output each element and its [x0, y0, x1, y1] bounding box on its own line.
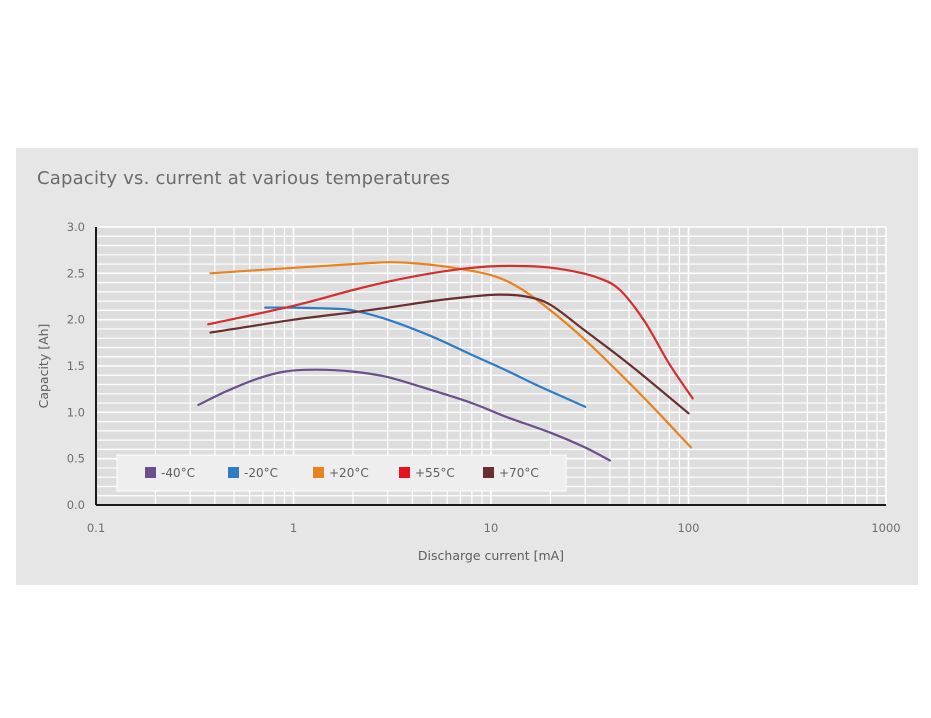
legend-swatch-4 — [483, 467, 494, 478]
series-line-4 — [209, 293, 690, 415]
x-tick-label: 0.1 — [87, 521, 105, 535]
y-axis-title: Capacity [Ah] — [36, 324, 51, 409]
y-tick-label: 2.5 — [67, 266, 85, 280]
y-tick-label: 3.0 — [67, 220, 85, 234]
legend-label-4: +70°C — [499, 466, 539, 480]
series-line-3 — [207, 264, 694, 400]
x-tick-label: 100 — [678, 521, 700, 535]
x-tick-label: 1000 — [871, 521, 900, 535]
legend-swatch-3 — [399, 467, 410, 478]
legend-label-3: +55°C — [415, 466, 455, 480]
y-tick-label: 1.5 — [67, 359, 85, 373]
legend-label-0: -40°C — [161, 466, 195, 480]
series-line-2 — [209, 261, 693, 449]
x-axis-title: Discharge current [mA] — [418, 548, 564, 563]
y-tick-label: 0.0 — [67, 498, 85, 512]
chart-title: Capacity vs. current at various temperat… — [37, 168, 451, 189]
series-line-1 — [264, 306, 587, 408]
y-tick-label: 0.5 — [67, 452, 85, 466]
y-tick-label: 1.0 — [67, 405, 85, 419]
legend-swatch-1 — [228, 467, 239, 478]
legend-swatch-2 — [313, 467, 324, 478]
legend-label-2: +20°C — [329, 466, 369, 480]
x-tick-label: 1 — [290, 521, 297, 535]
legend-label-1: -20°C — [244, 466, 278, 480]
y-tick-label: 2.0 — [67, 313, 85, 327]
x-tick-label: 10 — [484, 521, 499, 535]
legend-swatch-0 — [145, 467, 156, 478]
series-line-0 — [197, 368, 611, 462]
